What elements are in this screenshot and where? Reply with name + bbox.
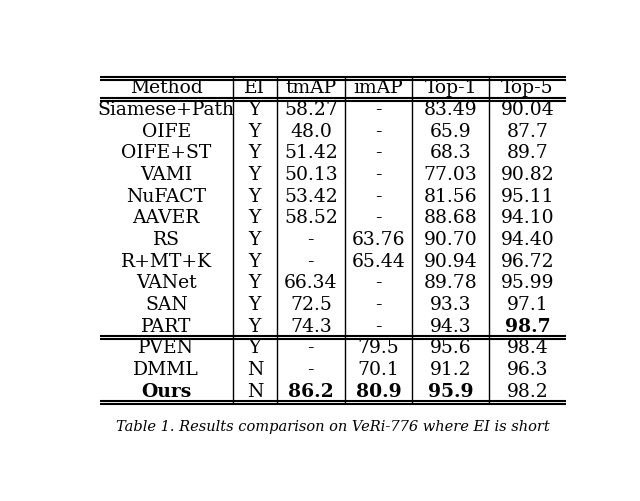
Text: -: - (375, 295, 381, 313)
Text: 96.72: 96.72 (501, 252, 554, 270)
Text: 65.44: 65.44 (351, 252, 405, 270)
Text: PVEN: PVEN (138, 339, 195, 357)
Text: imAP: imAP (354, 79, 403, 97)
Text: 63.76: 63.76 (351, 230, 405, 248)
Text: VANet: VANet (136, 274, 196, 292)
Text: Y: Y (249, 274, 261, 292)
Text: -: - (308, 339, 314, 357)
Text: OIFE: OIFE (141, 123, 191, 140)
Text: N: N (246, 382, 263, 400)
Text: 58.27: 58.27 (284, 101, 338, 119)
Text: Y: Y (249, 123, 261, 140)
Text: Table 1. Results comparison on VeRi-776 where EI is short: Table 1. Results comparison on VeRi-776 … (116, 420, 550, 433)
Text: 91.2: 91.2 (430, 360, 472, 378)
Text: -: - (375, 166, 381, 184)
Text: Ours: Ours (141, 382, 191, 400)
Text: 80.9: 80.9 (356, 382, 401, 400)
Text: 90.94: 90.94 (424, 252, 477, 270)
Text: 48.0: 48.0 (290, 123, 332, 140)
Text: Y: Y (249, 187, 261, 205)
Text: OIFE+ST: OIFE+ST (121, 144, 211, 162)
Text: Siamese+Path: Siamese+Path (98, 101, 235, 119)
Text: 94.40: 94.40 (500, 230, 554, 248)
Text: -: - (375, 101, 381, 119)
Text: Y: Y (249, 101, 261, 119)
Text: tmAP: tmAP (285, 79, 337, 97)
Text: 58.52: 58.52 (284, 209, 338, 227)
Text: Y: Y (249, 230, 261, 248)
Text: 95.9: 95.9 (428, 382, 474, 400)
Text: 90.82: 90.82 (500, 166, 554, 184)
Text: 89.78: 89.78 (424, 274, 477, 292)
Text: 53.42: 53.42 (284, 187, 338, 205)
Text: -: - (375, 123, 381, 140)
Text: 98.4: 98.4 (507, 339, 548, 357)
Text: 97.1: 97.1 (507, 295, 548, 313)
Text: 74.3: 74.3 (290, 317, 332, 335)
Text: 95.11: 95.11 (501, 187, 554, 205)
Text: 88.68: 88.68 (424, 209, 477, 227)
Text: 86.2: 86.2 (288, 382, 333, 400)
Text: -: - (375, 274, 381, 292)
Text: Y: Y (249, 209, 261, 227)
Text: 65.9: 65.9 (430, 123, 472, 140)
Text: Y: Y (249, 339, 261, 357)
Text: PART: PART (141, 317, 191, 335)
Text: 96.3: 96.3 (507, 360, 548, 378)
Text: Y: Y (249, 144, 261, 162)
Text: -: - (308, 360, 314, 378)
Text: 66.34: 66.34 (284, 274, 337, 292)
Text: 70.1: 70.1 (358, 360, 399, 378)
Text: N: N (246, 360, 263, 378)
Text: 94.10: 94.10 (501, 209, 554, 227)
Text: Method: Method (130, 79, 203, 97)
Text: EI: EI (244, 79, 266, 97)
Text: 94.3: 94.3 (430, 317, 472, 335)
Text: 90.70: 90.70 (424, 230, 477, 248)
Text: 83.49: 83.49 (424, 101, 477, 119)
Text: -: - (375, 187, 381, 205)
Text: RS: RS (153, 230, 180, 248)
Text: -: - (375, 317, 381, 335)
Text: AAVER: AAVER (132, 209, 200, 227)
Text: 90.04: 90.04 (500, 101, 554, 119)
Text: Y: Y (249, 317, 261, 335)
Text: Y: Y (249, 295, 261, 313)
Text: 72.5: 72.5 (290, 295, 332, 313)
Text: 51.42: 51.42 (284, 144, 338, 162)
Text: Y: Y (249, 252, 261, 270)
Text: 50.13: 50.13 (284, 166, 338, 184)
Text: 93.3: 93.3 (430, 295, 472, 313)
Text: R+MT+K: R+MT+K (121, 252, 212, 270)
Text: 89.7: 89.7 (507, 144, 548, 162)
Text: 81.56: 81.56 (424, 187, 477, 205)
Text: -: - (375, 144, 381, 162)
Text: 79.5: 79.5 (358, 339, 399, 357)
Text: 87.7: 87.7 (507, 123, 548, 140)
Text: -: - (308, 230, 314, 248)
Text: 95.99: 95.99 (501, 274, 554, 292)
Text: 98.2: 98.2 (507, 382, 548, 400)
Text: DMML: DMML (133, 360, 199, 378)
Text: Top-1: Top-1 (424, 79, 477, 97)
Text: 95.6: 95.6 (430, 339, 472, 357)
Text: 77.03: 77.03 (424, 166, 477, 184)
Text: 68.3: 68.3 (430, 144, 472, 162)
Text: -: - (308, 252, 314, 270)
Text: NuFACT: NuFACT (126, 187, 206, 205)
Text: SAN: SAN (145, 295, 188, 313)
Text: Top-5: Top-5 (501, 79, 554, 97)
Text: -: - (375, 209, 381, 227)
Text: VAMI: VAMI (140, 166, 193, 184)
Text: Y: Y (249, 166, 261, 184)
Text: 98.7: 98.7 (505, 317, 550, 335)
